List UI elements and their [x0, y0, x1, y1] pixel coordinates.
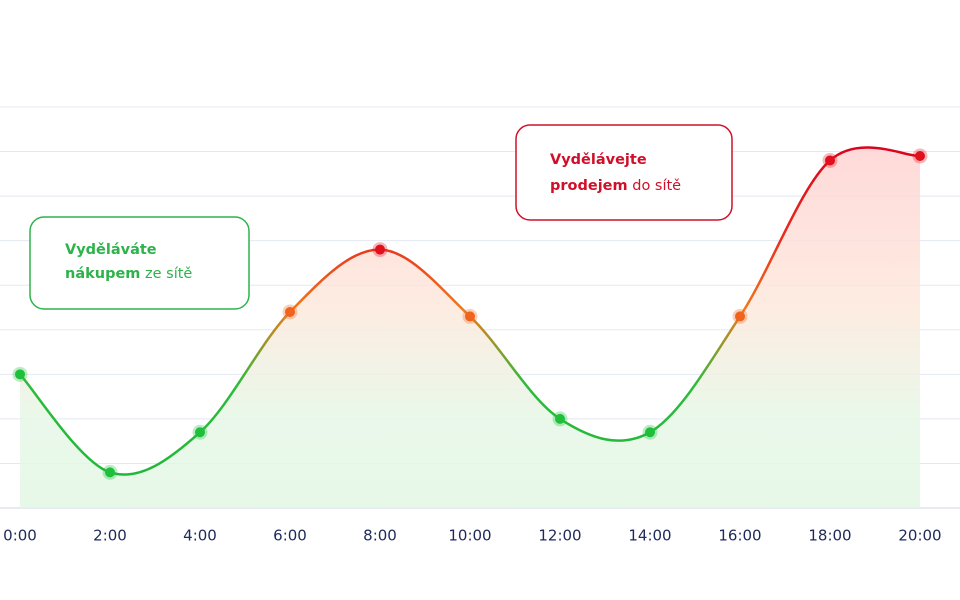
annotation-text: nákupem ze sítě — [65, 266, 192, 282]
x-tick-label: 18:00 — [808, 527, 851, 545]
x-tick-label: 10:00 — [448, 527, 491, 545]
x-tick-label: 20:00 — [898, 527, 941, 545]
annotation-buy: Vyděláváte nákupem ze sítě — [29, 216, 250, 310]
annotation-bold: prodejem — [550, 178, 628, 194]
point — [192, 424, 208, 440]
point — [372, 242, 388, 258]
line — [19, 146, 921, 476]
annotation-text: Vydělávejte — [550, 152, 647, 168]
point — [732, 308, 748, 324]
point — [462, 308, 478, 324]
x-tick-label: 16:00 — [718, 527, 761, 545]
area — [20, 147, 920, 508]
x-tick-label: 8:00 — [363, 527, 397, 545]
point — [912, 148, 928, 164]
point — [282, 304, 298, 320]
point — [822, 152, 838, 168]
plot — [12, 146, 928, 508]
annotation-box — [29, 216, 250, 310]
x-tick-label: 4:00 — [183, 527, 217, 545]
x-tick-label: 12:00 — [538, 527, 581, 545]
annotation-bold: nákupem — [65, 266, 140, 282]
annotation-rest: do sítě — [632, 178, 681, 194]
point — [552, 411, 568, 427]
annotation-text: prodejem do sítě — [550, 178, 681, 194]
point — [12, 366, 28, 382]
x-tick-label: 14:00 — [628, 527, 671, 545]
annotation-sell: Vydělávejte prodejem do sítě — [515, 124, 733, 221]
annotation-box — [515, 124, 733, 221]
point — [102, 464, 118, 480]
x-tick-label: 2:00 — [93, 527, 127, 545]
x-tick-label: 0:00 — [3, 527, 37, 545]
annotation-rest: ze sítě — [145, 266, 192, 282]
x-tick-label: 6:00 — [273, 527, 307, 545]
annotation-text: Vyděláváte — [65, 242, 157, 258]
point — [642, 424, 658, 440]
